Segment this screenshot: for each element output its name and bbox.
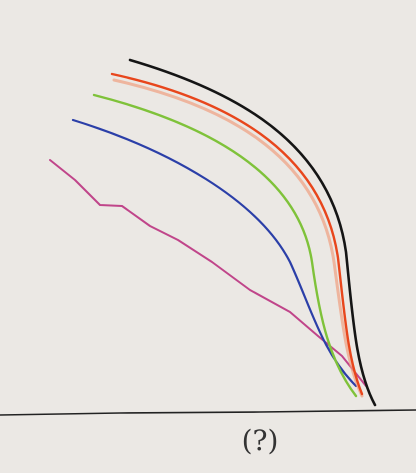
- orange-curve: [110, 72, 364, 396]
- blue-curve: [71, 118, 358, 388]
- baseline: [0, 409, 416, 416]
- magenta-curve: [49, 159, 367, 387]
- annotation: (?): [242, 424, 279, 457]
- orange-shade: [112, 78, 364, 398]
- black-curve: [128, 58, 377, 407]
- green-curve: [92, 93, 358, 398]
